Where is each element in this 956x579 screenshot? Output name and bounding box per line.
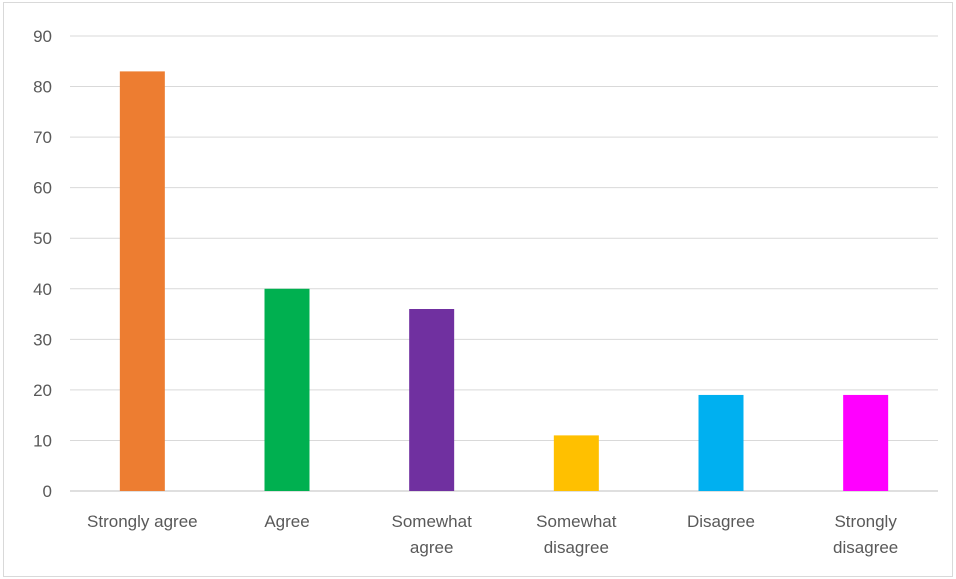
y-tick-label: 60 <box>33 179 52 198</box>
bar <box>843 394 889 491</box>
x-tick-label: Strongly disagree <box>833 512 898 557</box>
gridlines <box>70 35 938 492</box>
bar <box>698 394 744 491</box>
x-tick-label: Somewhat agree <box>392 512 473 557</box>
bar <box>119 71 165 491</box>
x-tick-label: Strongly agree <box>87 512 198 531</box>
bar <box>264 288 310 491</box>
y-tick-label: 0 <box>43 482 52 501</box>
bars <box>119 71 889 491</box>
bar <box>553 435 599 491</box>
y-tick-label: 30 <box>33 330 52 349</box>
x-tick-label: Disagree <box>687 512 755 531</box>
x-tick-label: Somewhat disagree <box>536 512 617 557</box>
x-tick-label: Agree <box>264 512 309 531</box>
y-tick-label: 50 <box>33 229 52 248</box>
y-axis-tick-labels: 0 10 20 30 40 50 60 70 80 90 <box>33 27 52 501</box>
y-tick-label: 40 <box>33 280 52 299</box>
bar <box>409 309 455 491</box>
y-tick-label: 10 <box>33 431 52 450</box>
y-tick-label: 80 <box>33 78 52 97</box>
y-tick-label: 90 <box>33 27 52 46</box>
y-tick-label: 70 <box>33 128 52 147</box>
y-tick-label: 20 <box>33 381 52 400</box>
x-axis-category-labels: Strongly agree Agree Somewhat agree Somewhat… <box>87 512 898 557</box>
